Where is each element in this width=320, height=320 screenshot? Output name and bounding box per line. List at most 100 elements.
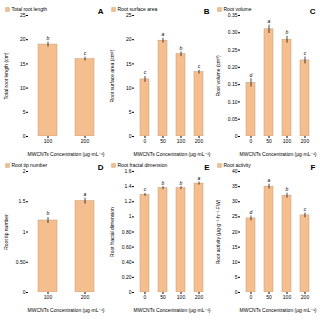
svg-text:10: 10 [20, 85, 26, 91]
svg-text:MWCNTs Concentration (μg·mL⁻¹): MWCNTs Concentration (μg·mL⁻¹) [28, 151, 105, 157]
svg-text:200: 200 [195, 294, 204, 300]
svg-text:b: b [180, 180, 183, 186]
svg-text:a: a [162, 31, 165, 37]
svg-text:0.10: 0.10 [228, 99, 238, 105]
svg-text:Root surface area: Root surface area [118, 6, 158, 12]
svg-text:0.40: 0.40 [122, 259, 132, 265]
svg-text:0.20: 0.20 [228, 64, 238, 70]
svg-text:0.30: 0.30 [228, 29, 238, 35]
svg-text:30: 30 [232, 198, 238, 204]
svg-text:15: 15 [232, 244, 238, 250]
svg-text:1.4: 1.4 [125, 183, 132, 189]
svg-text:100: 100 [177, 138, 186, 144]
svg-text:Root fractal dimension: Root fractal dimension [118, 162, 168, 168]
svg-text:MWCNTs Concentration (μg·mL⁻¹): MWCNTs Concentration (μg·mL⁻¹) [28, 307, 105, 313]
svg-text:c: c [304, 50, 307, 56]
svg-text:5: 5 [235, 274, 238, 280]
svg-text:0.15: 0.15 [228, 81, 238, 87]
svg-text:0.60: 0.60 [122, 244, 132, 250]
svg-text:MWCNTs Concentration (μg·mL⁻¹): MWCNTs Concentration (μg·mL⁻¹) [134, 151, 211, 157]
svg-text:0: 0 [144, 294, 147, 300]
svg-text:0: 0 [129, 289, 132, 295]
svg-text:c: c [84, 50, 87, 56]
svg-text:d: d [250, 209, 253, 215]
svg-text:50: 50 [266, 138, 272, 144]
svg-text:0: 0 [250, 294, 253, 300]
svg-text:0.20: 0.20 [122, 274, 132, 280]
svg-text:15: 15 [20, 61, 26, 67]
svg-text:0: 0 [235, 133, 238, 139]
svg-text:Root activity (μg·g⁻¹·h⁻¹·FW): Root activity (μg·g⁻¹·h⁻¹·FW) [215, 199, 221, 264]
svg-text:0: 0 [144, 138, 147, 144]
svg-text:1.2: 1.2 [125, 198, 132, 204]
svg-text:10: 10 [126, 85, 132, 91]
svg-text:MWCNTs Concentration (μg·mL⁻¹): MWCNTs Concentration (μg·mL⁻¹) [240, 307, 317, 313]
svg-text:Root activity: Root activity [224, 162, 252, 168]
svg-text:50: 50 [160, 294, 166, 300]
svg-text:b: b [162, 180, 165, 186]
svg-text:10: 10 [232, 259, 238, 265]
svg-text:50: 50 [160, 138, 166, 144]
svg-text:20: 20 [20, 36, 26, 42]
svg-text:c: c [304, 206, 307, 212]
svg-text:200: 200 [195, 138, 204, 144]
svg-text:15: 15 [126, 61, 132, 67]
svg-text:1: 1 [23, 229, 26, 235]
svg-text:20: 20 [126, 36, 132, 42]
svg-text:b: b [47, 210, 50, 216]
svg-text:100: 100 [283, 138, 292, 144]
svg-text:Total root length (cm): Total root length (cm) [3, 52, 9, 99]
svg-text:20: 20 [232, 229, 238, 235]
svg-text:25: 25 [20, 12, 26, 18]
svg-text:b: b [47, 35, 50, 41]
svg-text:1.5: 1.5 [19, 198, 26, 204]
svg-text:Root fractal dimension: Root fractal dimension [109, 207, 115, 257]
svg-text:0: 0 [23, 133, 26, 139]
svg-text:MWCNTs Concentration (μg·mL⁻¹): MWCNTs Concentration (μg·mL⁻¹) [134, 307, 211, 313]
svg-text:2: 2 [23, 168, 26, 174]
svg-text:0.50: 0.50 [16, 259, 26, 265]
svg-text:B: B [204, 7, 210, 16]
svg-text:0: 0 [129, 133, 132, 139]
svg-text:Root volume: Root volume [224, 6, 252, 12]
svg-text:40: 40 [232, 168, 238, 174]
svg-text:C: C [310, 7, 316, 16]
svg-text:Root tip number: Root tip number [3, 214, 9, 250]
svg-text:25: 25 [126, 12, 132, 18]
svg-text:100: 100 [44, 294, 53, 300]
svg-text:0: 0 [250, 138, 253, 144]
svg-text:200: 200 [301, 294, 310, 300]
svg-text:35: 35 [232, 183, 238, 189]
svg-text:100: 100 [177, 294, 186, 300]
svg-text:50: 50 [266, 294, 272, 300]
svg-text:100: 100 [44, 138, 53, 144]
svg-text:200: 200 [81, 294, 90, 300]
svg-text:a: a [268, 177, 271, 183]
svg-text:c: c [198, 63, 201, 69]
svg-text:0.05: 0.05 [228, 116, 238, 122]
svg-text:F: F [311, 163, 316, 172]
svg-text:b: b [286, 29, 289, 35]
svg-text:MWCNTs Concentration (μg·mL⁻¹): MWCNTs Concentration (μg·mL⁻¹) [240, 151, 317, 157]
svg-text:d: d [250, 72, 253, 78]
svg-text:A: A [98, 7, 104, 16]
svg-text:0.80: 0.80 [122, 229, 132, 235]
svg-text:a: a [84, 191, 87, 197]
svg-text:Total root length: Total root length [12, 6, 48, 12]
svg-text:a: a [268, 18, 271, 24]
svg-text:0.35: 0.35 [228, 12, 238, 18]
svg-text:b: b [286, 186, 289, 192]
svg-text:200: 200 [301, 138, 310, 144]
svg-text:E: E [204, 163, 210, 172]
svg-text:Root tip number: Root tip number [12, 162, 48, 168]
svg-text:1: 1 [129, 213, 132, 219]
svg-text:b: b [180, 45, 183, 51]
svg-text:200: 200 [81, 138, 90, 144]
svg-text:1.6: 1.6 [125, 168, 132, 174]
svg-text:0.25: 0.25 [228, 47, 238, 53]
svg-text:c: c [144, 69, 147, 75]
svg-text:100: 100 [283, 294, 292, 300]
svg-text:a: a [198, 175, 201, 181]
svg-text:5: 5 [129, 109, 132, 115]
svg-text:Root volume (cm³): Root volume (cm³) [215, 55, 221, 96]
